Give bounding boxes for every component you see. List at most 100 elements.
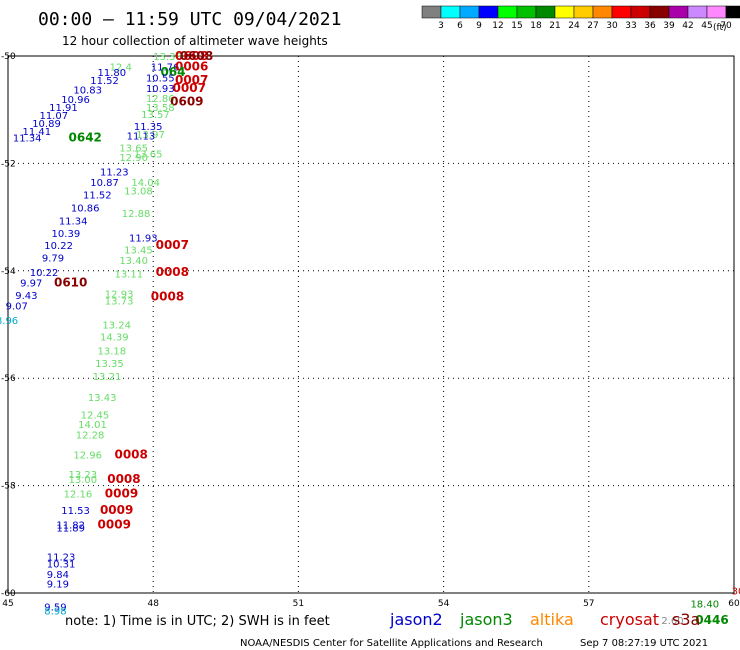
wave-height-label: 9.19	[47, 579, 69, 590]
x-tick-label: 51	[293, 599, 304, 609]
wave-height-label: 14.04	[131, 178, 160, 189]
legend-label: 33	[625, 21, 636, 31]
grid-lines	[8, 56, 734, 593]
wave-height-label: 10.87	[90, 178, 119, 189]
wave-height-label: 13.97	[136, 130, 165, 141]
wave-height-label: 064	[160, 65, 185, 79]
wave-height-label: 11.89	[56, 523, 85, 534]
wave-height-label: 2.60	[661, 616, 683, 627]
wave-height-label: 0610	[54, 276, 87, 290]
wave-height-label: 0007	[156, 238, 189, 252]
legend-label: 3	[438, 21, 444, 31]
y-tick-label: -54	[1, 267, 16, 277]
wave-height-label: 11.23	[47, 552, 76, 563]
legend-label: 12	[492, 21, 503, 31]
legend-swatch	[497, 5, 518, 19]
legend-swatch	[592, 5, 613, 19]
wave-height-label: 9.79	[42, 253, 64, 264]
wave-height-label: 10.22	[44, 241, 73, 252]
legend-swatch	[459, 5, 480, 19]
wave-height-label: 11.91	[49, 103, 78, 114]
legend-label: 21	[549, 21, 560, 31]
satellite-name: s3a	[672, 610, 700, 629]
wave-height-label: 0009	[100, 503, 133, 517]
wave-height-label: 11.76	[151, 63, 180, 74]
wave-height-label: 13.73	[105, 296, 134, 307]
wave-height-label: 11.07	[39, 111, 68, 122]
legend-label: 36	[644, 21, 656, 31]
map-title: 00:00 – 11:59 UTC 09/04/2021	[38, 9, 341, 30]
legend-label: 39	[663, 21, 675, 31]
wave-height-label: 0609	[170, 95, 203, 109]
wave-height-label: 10.22	[30, 268, 59, 279]
wave-height-label: 13.43	[88, 393, 117, 404]
satellite-name: altika	[530, 610, 574, 629]
wave-height-label: 12.93	[105, 289, 134, 300]
wave-height-label: 10.93	[146, 84, 175, 95]
x-tick-label: 57	[583, 599, 594, 609]
wave-height-label: 13.21	[93, 372, 122, 383]
wave-height-label: 13.65	[119, 143, 148, 154]
legend-label: 9	[476, 21, 482, 31]
wave-height-label: 0006	[175, 60, 208, 74]
wave-height-label: 13.08	[124, 186, 153, 197]
legend-swatch	[706, 5, 727, 19]
wave-height-label: 9.97	[20, 279, 42, 290]
wave-height-label: 12.28	[76, 431, 105, 442]
wave-height-label: 14.39	[100, 332, 129, 343]
wave-height-label: 0008	[156, 265, 189, 279]
wave-height-label: 10.96	[61, 95, 90, 106]
legend-label: 70	[720, 21, 732, 31]
wave-height-label: 11.93	[129, 234, 158, 245]
footer-credit: NOAA/NESDIS Center for Satellite Applica…	[240, 638, 543, 649]
y-axis-ticks: -50 -52 -54 -56 -58 -60	[1, 52, 16, 599]
legend-label: 6	[457, 21, 463, 31]
wave-height-label: 12.45	[81, 411, 110, 422]
wave-height-label: 11.35	[134, 122, 163, 133]
wave-height-label: 0008	[114, 447, 147, 461]
wave-height-label: 12.90	[119, 153, 148, 164]
legend-swatch	[649, 5, 670, 19]
legend-swatch	[687, 5, 708, 19]
satellite-name: jason3	[459, 610, 513, 629]
legend-label: 15	[511, 21, 522, 31]
legend-swatch	[725, 5, 740, 19]
legend-swatch	[440, 5, 461, 19]
wave-height-label: 11.23	[100, 167, 129, 178]
wave-height-label: 10.39	[52, 229, 81, 240]
legend-label: 27	[587, 21, 598, 31]
wave-height-label: 11.53	[61, 506, 90, 517]
wave-height-label: 13.18	[98, 346, 127, 357]
x-axis-ticks: 45 48 51 54 57 60	[2, 599, 740, 609]
wave-height-label: 9.43	[15, 291, 37, 302]
map-subtitle: 12 hour collection of altimeter wave hei…	[62, 34, 328, 48]
wave-height-label: 0608	[175, 49, 208, 63]
y-tick-label: -50	[1, 52, 16, 62]
y-tick-label: -56	[1, 374, 16, 384]
y-tick-label: -58	[1, 482, 16, 492]
legend-label: 24	[568, 21, 580, 31]
legend-swatch	[516, 5, 537, 19]
satellite-name: cryosat	[600, 610, 659, 629]
wave-height-label: 11.41	[23, 127, 52, 138]
wave-height-label: 10.55	[146, 73, 175, 84]
wave-height-label: 9.07	[6, 302, 28, 313]
wave-height-label: 10.31	[47, 559, 76, 570]
wave-height-label: 13.36	[153, 52, 182, 63]
y-tick-label: -60	[1, 589, 16, 599]
x-tick-label: 45	[2, 599, 13, 609]
wave-height-label: 0446	[695, 613, 728, 627]
wave-height-label: 12.16	[64, 490, 93, 501]
wave-height-label: 12.96	[73, 450, 102, 461]
wave-height-label: 12.86	[146, 94, 175, 105]
satellite-name: jason2	[389, 610, 443, 629]
legend-swatch	[478, 5, 499, 19]
wave-height-label: 0608	[180, 49, 213, 63]
x-tick-label: 48	[147, 599, 159, 609]
wave-height-label: 11.80	[98, 68, 127, 79]
footer-note: note: 1) Time is in UTC; 2) SWH is in fe…	[65, 614, 330, 629]
legend-swatch	[573, 5, 594, 19]
wave-height-label: 0008	[107, 472, 140, 486]
wave-height-label: 0642	[69, 131, 102, 145]
